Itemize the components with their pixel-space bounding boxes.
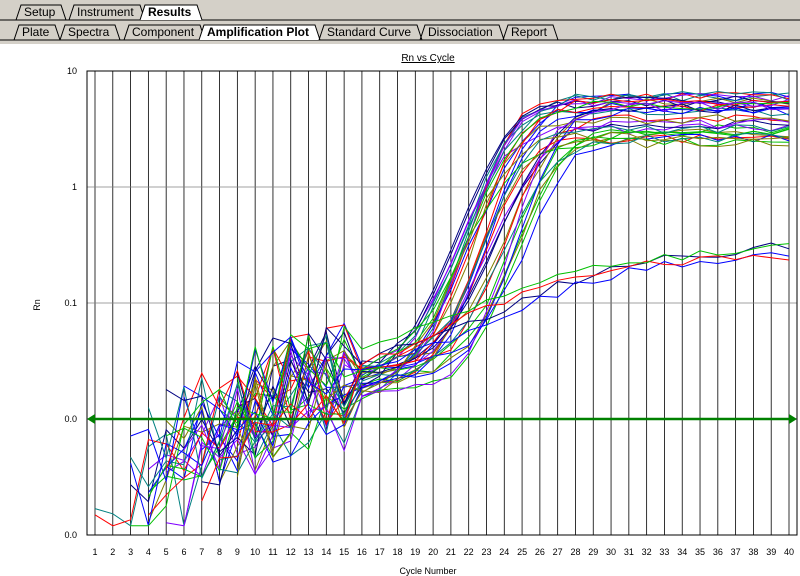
x-tick-label: 10 bbox=[250, 547, 260, 557]
x-tick-label: 14 bbox=[321, 547, 331, 557]
amplification-curve bbox=[148, 104, 790, 516]
tab-spectra[interactable]: Spectra bbox=[68, 25, 110, 39]
amplification-curve bbox=[201, 254, 790, 502]
x-axis-label: Cycle Number bbox=[399, 566, 456, 576]
amplification-curve bbox=[236, 103, 790, 440]
x-tick-label: 7 bbox=[199, 547, 204, 557]
x-tick-label: 24 bbox=[499, 547, 509, 557]
x-tick-label: 20 bbox=[428, 547, 438, 557]
amplification-curve bbox=[183, 118, 790, 475]
amplification-curve bbox=[219, 252, 790, 437]
amplification-curve bbox=[166, 100, 790, 473]
x-tick-label: 12 bbox=[286, 547, 296, 557]
x-tick-label: 4 bbox=[146, 547, 151, 557]
amplification-curve bbox=[147, 124, 790, 481]
x-tick-label: 11 bbox=[268, 547, 277, 557]
x-tick-label: 8 bbox=[217, 547, 222, 557]
x-tick-label: 3 bbox=[128, 547, 133, 557]
x-tick-label: 27 bbox=[553, 547, 563, 557]
threshold-arrow-left-icon[interactable] bbox=[87, 414, 95, 424]
plot-frame bbox=[86, 70, 798, 536]
amplification-curve bbox=[94, 92, 790, 527]
results-tab-bar: Plate Spectra Component Amplification Pl… bbox=[0, 24, 800, 41]
amplification-curve bbox=[236, 128, 790, 459]
threshold-group bbox=[87, 414, 797, 424]
amplification-curve bbox=[130, 133, 790, 483]
x-tick-label: 21 bbox=[446, 547, 456, 557]
amplification-curve bbox=[165, 97, 790, 484]
y-tick-label: 0.1 bbox=[64, 298, 77, 308]
amplification-curve bbox=[148, 128, 790, 493]
x-tick-label: 5 bbox=[164, 547, 169, 557]
y-tick-label: 1 bbox=[72, 182, 77, 192]
tab-report[interactable]: Report bbox=[511, 25, 548, 39]
main-tab-bar: Setup Instrument Results bbox=[0, 4, 800, 21]
x-tick-label: 31 bbox=[624, 547, 634, 557]
tab-dissociation[interactable]: Dissociation bbox=[428, 25, 493, 39]
amplification-curve bbox=[147, 128, 790, 522]
amplification-curve bbox=[94, 114, 790, 527]
y-tick-label: 0.0 bbox=[64, 530, 77, 540]
y-tick-label: 0.0 bbox=[64, 414, 77, 424]
x-tick-label: 33 bbox=[659, 547, 669, 557]
amplification-curve bbox=[219, 114, 790, 431]
x-tick-label: 35 bbox=[695, 547, 705, 557]
x-tick-label: 38 bbox=[748, 547, 758, 557]
x-tick-label: 28 bbox=[570, 547, 580, 557]
tab-results[interactable]: Results bbox=[148, 5, 192, 19]
x-tick-label: 36 bbox=[713, 547, 723, 557]
amplification-curve bbox=[219, 107, 790, 461]
x-tick-label: 39 bbox=[766, 547, 776, 557]
x-tick-label: 19 bbox=[410, 547, 420, 557]
y-tick-label: 10 bbox=[67, 66, 77, 76]
amplification-curve bbox=[237, 92, 790, 427]
chart-title: Rn vs Cycle bbox=[401, 53, 455, 64]
tab-setup[interactable]: Setup bbox=[24, 5, 56, 19]
tab-instrument[interactable]: Instrument bbox=[77, 5, 134, 19]
threshold-arrow-right-icon[interactable] bbox=[789, 414, 797, 424]
amplification-curve bbox=[183, 91, 790, 473]
x-tick-label: 26 bbox=[535, 547, 545, 557]
tab-standard-curve[interactable]: Standard Curve bbox=[327, 25, 412, 39]
x-tick-label: 18 bbox=[393, 547, 403, 557]
amplification-curve bbox=[130, 243, 790, 527]
results-tab-outline bbox=[0, 24, 800, 41]
x-tick-label: 13 bbox=[304, 547, 314, 557]
main-tab-outline bbox=[0, 4, 800, 21]
x-tick-label: 25 bbox=[517, 547, 527, 557]
amplification-curve bbox=[166, 101, 790, 527]
x-tick-label: 22 bbox=[464, 547, 474, 557]
tab-plate[interactable]: Plate bbox=[22, 25, 50, 39]
series-group bbox=[94, 90, 790, 527]
amplification-curve bbox=[236, 131, 790, 477]
x-tick-label: 6 bbox=[181, 547, 186, 557]
x-tick-label: 40 bbox=[784, 547, 794, 557]
y-axis-label: Rn bbox=[32, 299, 42, 311]
amplification-curve bbox=[130, 106, 790, 526]
x-tick-label: 30 bbox=[606, 547, 616, 557]
x-tick-label: 1 bbox=[92, 547, 97, 557]
tab-amplification-plot[interactable]: Amplification Plot bbox=[207, 25, 309, 39]
amplification-curve bbox=[165, 98, 790, 470]
grid bbox=[87, 70, 797, 536]
amplification-curve bbox=[165, 242, 790, 458]
x-tick-label: 29 bbox=[588, 547, 598, 557]
x-tick-label: 23 bbox=[481, 547, 491, 557]
x-tick-label: 16 bbox=[357, 547, 367, 557]
x-tick-label: 15 bbox=[339, 547, 349, 557]
x-tick-label: 2 bbox=[110, 547, 115, 557]
tab-component[interactable]: Component bbox=[132, 25, 195, 39]
x-tick-label: 17 bbox=[375, 547, 385, 557]
x-tick-label: 34 bbox=[677, 547, 687, 557]
amplification-curve bbox=[165, 106, 790, 480]
x-tick-label: 9 bbox=[235, 547, 240, 557]
x-tick-label: 37 bbox=[731, 547, 741, 557]
x-tick-label: 32 bbox=[642, 547, 652, 557]
